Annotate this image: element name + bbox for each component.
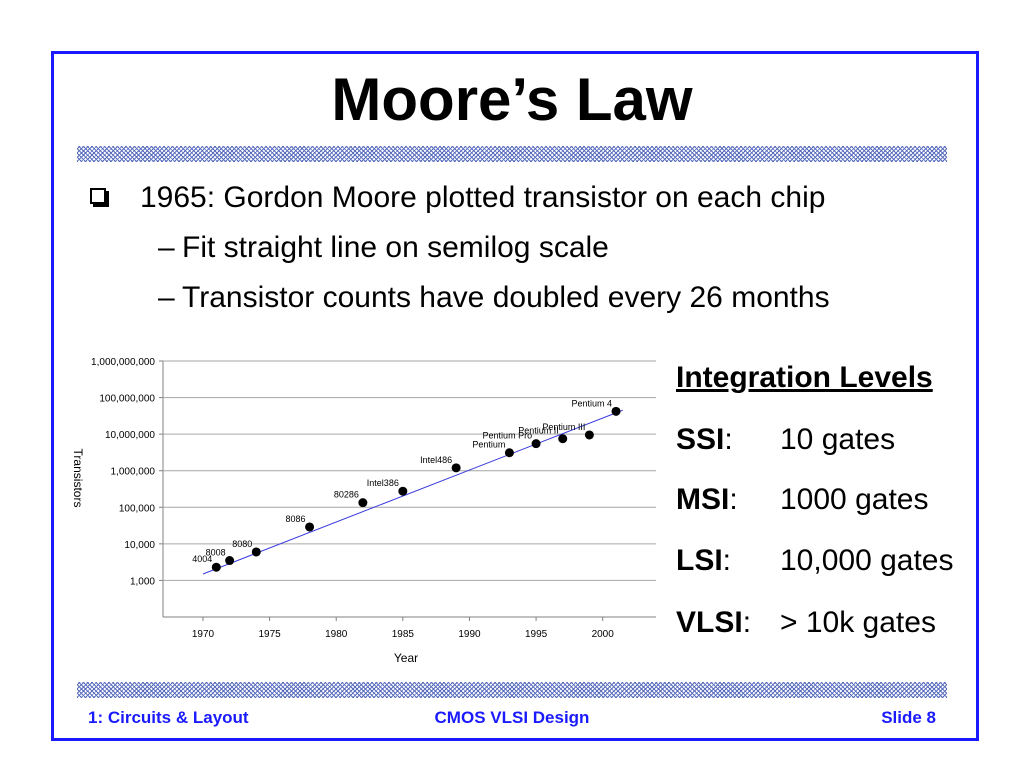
trend-line (202, 409, 623, 575)
data-point (358, 498, 368, 508)
point-label: 80286 (334, 490, 359, 500)
point-label: 8080 (232, 539, 252, 549)
checkbox-square-icon (90, 188, 106, 204)
footer-center: CMOS VLSI Design (434, 708, 590, 727)
x-tick-label: 2000 (592, 629, 615, 640)
x-tick-label: 1980 (325, 629, 348, 640)
point-label: 8008 (206, 548, 226, 558)
x-tick-label: 1970 (192, 629, 215, 640)
bottom-divider (77, 682, 947, 698)
point-label: Intel486 (420, 455, 452, 465)
y-tick-label: 1,000 (130, 576, 155, 587)
slide-frame (51, 51, 979, 741)
x-axis-label: Year (394, 651, 418, 665)
data-point (584, 430, 594, 440)
level-sep: : (724, 423, 733, 456)
point-label: Pentium II (518, 426, 559, 436)
level-row-lsi: LSI: 10,000 gates (676, 541, 953, 581)
bullet-text: 1965: Gordon Moore plotted transistor on… (140, 181, 826, 214)
level-sep: : (729, 483, 738, 516)
dash-marker: – (158, 281, 175, 314)
bullet-text: Fit straight line on semilog scale (182, 231, 609, 264)
slide-title: Moore’s Law (331, 66, 693, 133)
data-point (211, 562, 221, 572)
top-divider (77, 146, 947, 162)
point-label: Pentium (472, 440, 505, 450)
level-row-vlsi: VLSI: > 10k gates (676, 603, 936, 643)
point-label: Pentium 4 (571, 398, 612, 408)
level-value: > 10k gates (780, 606, 936, 639)
level-key: VLSI (676, 606, 743, 639)
data-point (451, 463, 461, 473)
y-tick-label: 10,000,000 (105, 430, 155, 441)
point-label: Intel386 (367, 478, 399, 488)
level-sep: : (722, 544, 732, 577)
point-label: Pentium III (542, 422, 585, 432)
level-key: MSI (676, 483, 730, 516)
bullet-item-2: – Fit straight line on semilog scale (158, 226, 609, 270)
x-tick-label: 1990 (458, 629, 481, 640)
point-label: 8086 (286, 514, 306, 524)
data-point (251, 547, 261, 557)
bullet-text: Transistor counts have doubled every 26 … (182, 281, 830, 314)
level-value: 1000 gates (780, 483, 929, 516)
level-row-msi: MSI: 1000 gates (676, 480, 928, 520)
x-tick-label: 1975 (258, 629, 281, 640)
dash-marker: – (158, 231, 175, 264)
x-tick-label: 1995 (525, 629, 548, 640)
x-tick-label: 1985 (392, 629, 415, 640)
y-tick-label: 100,000,000 (99, 394, 155, 405)
level-sep: : (742, 606, 752, 639)
point-label: Pentium Pro (483, 431, 533, 441)
y-tick-label: 10,000 (124, 540, 155, 551)
data-point (558, 434, 568, 444)
point-label: 4004 (192, 554, 212, 564)
data-point (504, 448, 514, 458)
data-point (305, 522, 315, 532)
integration-levels-title: Integration Levels (676, 361, 933, 394)
y-tick-label: 1,000,000,000 (91, 357, 155, 368)
level-key: LSI (676, 544, 723, 577)
data-point (611, 406, 621, 416)
data-point (225, 556, 235, 566)
y-axis-label: Transistors (71, 449, 85, 508)
level-key: SSI (676, 423, 725, 456)
y-tick-label: 100,000 (119, 503, 156, 514)
data-point (398, 486, 408, 496)
level-value: 10,000 gates (780, 544, 954, 577)
footer-right: Slide 8 (881, 708, 936, 727)
footer-left: 1: Circuits & Layout (88, 708, 249, 727)
data-point (531, 439, 541, 449)
level-row-ssi: SSI: 10 gates (676, 420, 895, 460)
transistor-chart: 1,000 10,000 100,000 1,000,000 10,000,000 100… (71, 357, 656, 665)
y-tick-label: 1,000,000 (111, 467, 156, 478)
bullet-item-3: – Transistor counts have doubled every 2… (158, 276, 830, 320)
level-value: 10 gates (780, 423, 896, 456)
